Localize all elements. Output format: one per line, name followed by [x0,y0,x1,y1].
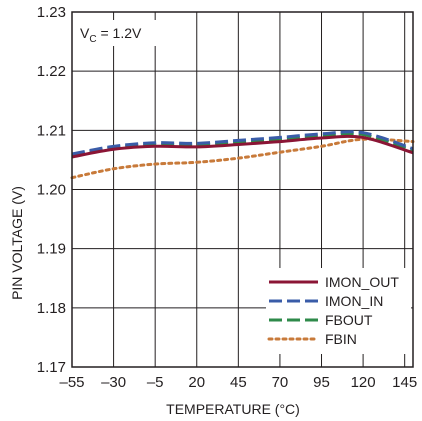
x-tick-label: 70 [272,374,289,391]
legend-label: FBIN [325,331,357,347]
annotation-background [74,20,166,46]
annotation-vc: VC = 1.2V [80,25,142,45]
y-tick-label: 1.22 [37,63,66,80]
y-tick-labels: 1.17 1.18 1.19 1.20 1.21 1.22 1.23 [37,4,66,376]
x-tick-label: 145 [392,374,417,391]
y-tick-label: 1.21 [37,122,66,139]
x-tick-label: 45 [230,374,247,391]
x-tick-label: 20 [188,374,205,391]
legend: IMON_OUT IMON_IN FBOUT FBIN [267,274,399,347]
y-axis-label: PIN VOLTAGE (V) [9,186,25,300]
x-tick-label: –55 [59,374,84,391]
y-tick-label: 1.19 [37,241,66,258]
series-line-imon-in [71,130,414,156]
y-tick-label: 1.20 [37,182,66,199]
legend-label: IMON_OUT [325,274,399,290]
series-line-fbin [70,137,415,180]
x-tick-label: 120 [351,374,376,391]
y-tick-label: 1.18 [37,300,66,317]
x-tick-label: –30 [101,374,126,391]
legend-label: FBOUT [325,312,373,328]
x-tick-labels: –55 –30 –5 20 45 70 95 120 145 [59,374,417,391]
x-tick-label: 95 [313,374,330,391]
y-tick-label: 1.23 [37,4,66,21]
legend-label: IMON_IN [325,293,383,309]
series-line-imon-out [71,134,414,159]
series-layer [70,130,415,180]
y-tick-label: 1.17 [37,359,66,376]
x-axis-label: TEMPERATURE (°C) [166,401,300,417]
x-tick-label: –5 [147,374,164,391]
plot-frame [71,11,414,368]
